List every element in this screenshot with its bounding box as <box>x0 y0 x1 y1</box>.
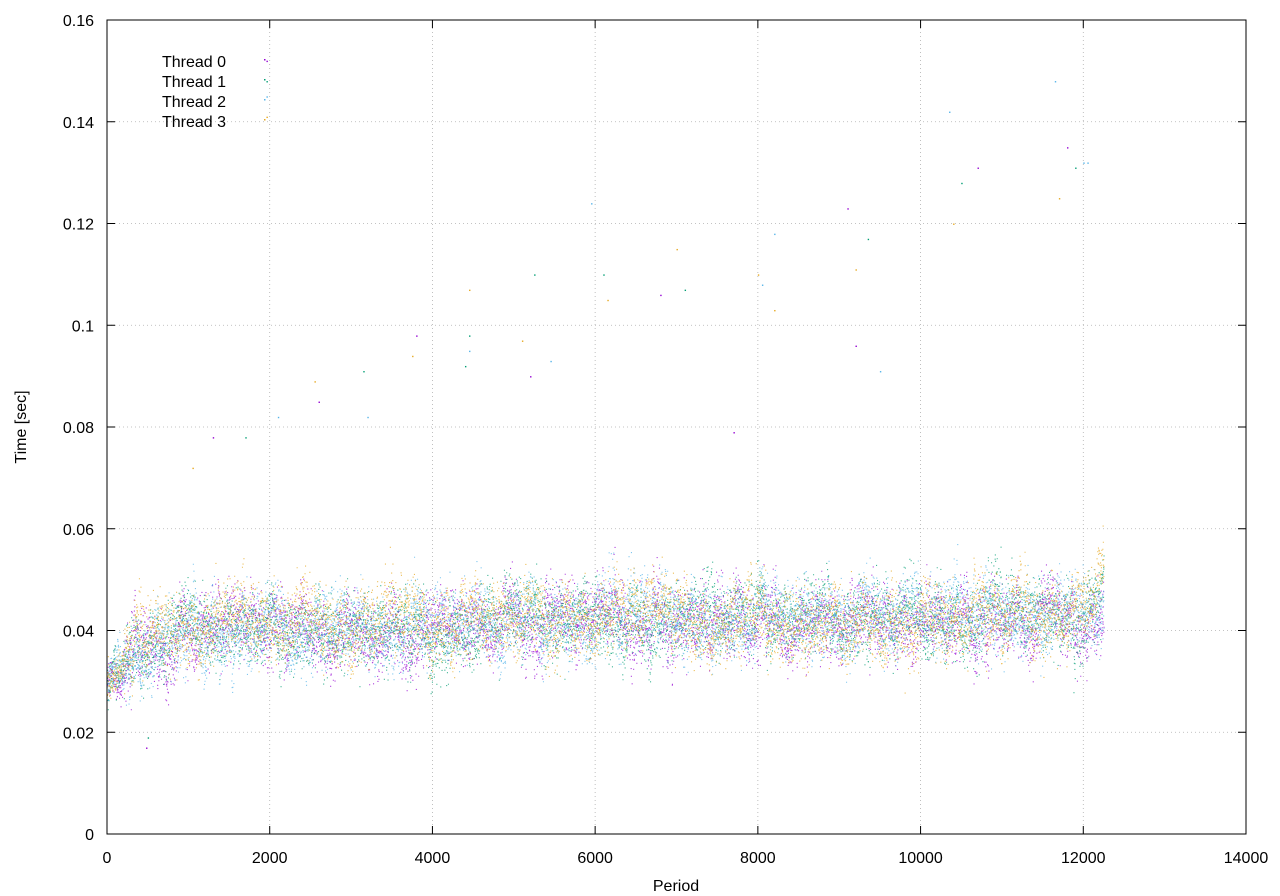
legend-marker <box>264 79 266 81</box>
outlier-point <box>416 335 418 337</box>
x-tick-label: 8000 <box>740 850 776 867</box>
x-tick-label: 12000 <box>1061 850 1106 867</box>
legend-marker <box>264 59 266 61</box>
x-tick-label: 0 <box>103 850 112 867</box>
series-3 <box>107 116 1105 699</box>
outlier-point <box>212 437 215 439</box>
outlier-point <box>521 340 524 342</box>
y-tick-label: 0.04 <box>63 624 94 641</box>
outlier-point <box>953 223 955 225</box>
y-tick-label: 0.02 <box>63 725 94 742</box>
outlier-point <box>607 299 609 302</box>
outlier-point <box>774 233 776 236</box>
legend-label: Thread 3 <box>162 114 226 131</box>
outlier-point <box>603 274 605 276</box>
y-tick-label: 0.1 <box>72 318 94 335</box>
outlier-point <box>245 437 247 439</box>
outlier-point <box>412 355 414 358</box>
outlier-point <box>1067 147 1069 149</box>
outlier-point <box>684 289 687 292</box>
outlier-point <box>277 416 280 419</box>
outlier-point <box>464 365 467 368</box>
x-tick-labels: 0 2000 4000 6000 8000 10000 12000 14000 <box>103 850 1269 867</box>
x-tick-label: 10000 <box>898 850 943 867</box>
data-points <box>107 60 1105 749</box>
x-tick-label: 4000 <box>415 850 451 867</box>
y-axis-label: Time [sec] <box>13 390 30 463</box>
series-2 <box>107 81 1105 706</box>
x-tick-label: 14000 <box>1224 850 1269 867</box>
outlier-point <box>266 116 268 119</box>
outlier-point <box>146 747 148 749</box>
y-tick-label: 0 <box>85 827 94 844</box>
x-axis-label: Period <box>653 878 699 895</box>
legend: Thread 0 Thread 1 Thread 2 Thread 3 <box>162 54 266 131</box>
outlier-point <box>961 182 963 185</box>
outlier-point <box>147 737 150 739</box>
outlier-point <box>733 432 735 434</box>
outlier-point <box>266 60 268 63</box>
outlier-point <box>774 309 776 312</box>
outlier-point <box>1075 167 1077 169</box>
outlier-point <box>855 345 857 347</box>
outlier-point <box>847 208 849 210</box>
outlier-point <box>867 238 870 241</box>
outlier-point <box>676 248 678 251</box>
outlier-point <box>761 284 764 286</box>
y-tick-label: 0.16 <box>63 13 94 30</box>
legend-marker <box>264 119 266 121</box>
outlier-point <box>977 167 979 169</box>
outlier-point <box>469 350 471 353</box>
outlier-point <box>949 111 951 113</box>
outlier-point <box>1083 162 1085 164</box>
legend-label: Thread 2 <box>162 94 226 111</box>
outlier-point <box>879 371 882 373</box>
outlier-point <box>367 416 369 419</box>
outlier-point <box>534 274 536 276</box>
legend-label: Thread 1 <box>162 74 226 91</box>
outlier-point <box>855 269 857 271</box>
y-tick-label: 0.14 <box>63 115 94 132</box>
y-tick-labels: 0 0.02 0.04 0.06 0.08 0.1 0.12 0.14 0.16 <box>63 13 94 844</box>
y-tick-label: 0.12 <box>63 217 94 234</box>
legend-label: Thread 0 <box>162 54 226 71</box>
outlier-point <box>550 360 552 363</box>
series-0 <box>107 60 1105 711</box>
series-points <box>107 544 1105 706</box>
outlier-point <box>660 294 662 297</box>
outlier-point <box>318 401 320 403</box>
outlier-point <box>530 376 532 378</box>
series-1 <box>107 81 1105 711</box>
series-points <box>107 546 1105 711</box>
outlier-point <box>757 274 760 276</box>
outlier-point <box>591 203 593 205</box>
outlier-point <box>192 467 194 470</box>
outlier-point <box>266 81 268 83</box>
x-tick-label: 2000 <box>252 850 288 867</box>
y-tick-label: 0.08 <box>63 420 94 437</box>
outlier-point <box>469 335 471 337</box>
y-tick-label: 0.06 <box>63 522 94 539</box>
x-tick-label: 6000 <box>577 850 613 867</box>
axis-ticks <box>106 19 1247 835</box>
outlier-point <box>469 289 471 292</box>
outlier-point <box>1087 162 1089 164</box>
legend-marker <box>264 99 266 101</box>
outlier-point <box>1058 198 1061 200</box>
series-points <box>107 546 1105 711</box>
outlier-point <box>1054 81 1057 83</box>
outlier-point <box>363 371 365 373</box>
outlier-point <box>266 96 268 98</box>
outlier-point <box>314 381 316 383</box>
